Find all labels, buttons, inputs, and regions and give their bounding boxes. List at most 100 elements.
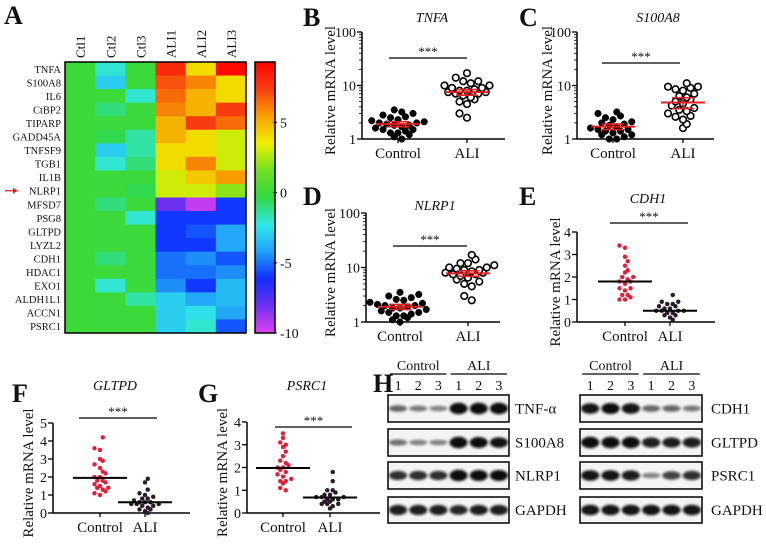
heatmap-cell: [185, 116, 217, 131]
protein-band: [409, 439, 428, 446]
significance-label: ***: [304, 413, 324, 428]
heatmap-cell: [185, 238, 217, 253]
data-point: [625, 268, 630, 273]
data-point: [92, 445, 97, 451]
data-point: [628, 118, 636, 126]
data-point: [100, 469, 105, 474]
lane-label: 3: [627, 379, 634, 394]
protein-band: [489, 402, 508, 415]
protein-band: [642, 437, 661, 448]
data-point: [620, 292, 625, 298]
heatmap-cell: [125, 305, 156, 320]
column-label: Ctl1: [73, 36, 88, 58]
protein-band: [389, 405, 408, 412]
data-point: [466, 79, 475, 88]
panel-label: A: [4, 1, 23, 30]
data-point: [388, 304, 397, 312]
data-point: [622, 245, 628, 250]
blot-frame: [579, 394, 703, 423]
data-point: [609, 116, 617, 124]
heatmap-cell: [185, 265, 217, 280]
heatmap-cell: [185, 319, 217, 334]
data-point: [676, 299, 681, 304]
heatmap-cell: [155, 305, 187, 320]
data-point: [678, 115, 688, 124]
data-point: [330, 503, 335, 509]
heatmap-cell: [95, 319, 126, 334]
y-axis-label: Relative mRNA level: [540, 26, 556, 155]
data-point: [95, 478, 100, 483]
x-tick-label: Control: [375, 146, 421, 162]
heatmap-cell: [155, 116, 187, 131]
data-point: [482, 263, 491, 272]
heatmap-cell: [65, 278, 96, 293]
heatmap-cell: [155, 197, 187, 212]
panel-label: H: [373, 369, 393, 398]
data-point: [440, 81, 449, 90]
data-point: [413, 119, 421, 127]
heatmap-cell: [125, 224, 156, 239]
protein-band: [409, 405, 428, 412]
data-point: [280, 431, 286, 436]
heatmap-cell: [185, 75, 217, 90]
data-point: [656, 304, 662, 309]
heatmap-cell: [155, 89, 187, 104]
y-tick-label: 4: [564, 226, 571, 241]
data-point: [609, 129, 617, 137]
lane-label: 3: [688, 379, 695, 394]
heatmap-cell: [65, 116, 96, 131]
data-point: [407, 310, 415, 318]
heatmap-cell: [65, 89, 96, 104]
heatmap-cell: [215, 265, 247, 280]
heatmap-cell: [65, 238, 96, 253]
heatmap-cell: [95, 305, 126, 320]
blot-frame: [579, 496, 703, 524]
protein-band: [682, 470, 701, 481]
heatmap-cell: [95, 292, 126, 307]
heatmap-cell: [215, 156, 247, 171]
panel-a: A Ctl1 Ctl2 Ctl3 ALI1 ALI2 ALI3 TNFA S100A8 IL6 Ct…: [4, 1, 299, 342]
row-label: CtBP2: [33, 105, 61, 116]
x-tick-label: ALI: [455, 146, 480, 162]
column-label: ALI3: [224, 30, 239, 58]
colorbar-tick-label: -5: [280, 257, 292, 272]
lane-label: 2: [607, 379, 614, 394]
data-point: [617, 297, 622, 302]
x-tick-label: ALI: [658, 329, 683, 345]
data-point: [605, 135, 613, 143]
significance-label: ***: [631, 49, 651, 64]
row-label: IL6: [46, 92, 61, 103]
blot-row-label: TNF-α: [515, 402, 556, 418]
data-point: [142, 492, 148, 498]
data-point: [151, 503, 156, 509]
heatmap-cell: [95, 224, 126, 239]
heatmap-cell: [125, 156, 156, 171]
y-axis-label: Relative mRNA level: [323, 208, 339, 337]
heatmap-cell: [185, 62, 217, 77]
data-point: [283, 449, 288, 454]
data-point: [97, 456, 103, 462]
row-label: HDAC1: [26, 268, 61, 279]
data-point: [322, 492, 327, 498]
data-point: [670, 301, 675, 307]
heatmap-cell: [155, 143, 187, 158]
lane-label: 3: [495, 379, 502, 394]
panel-label: C: [519, 3, 538, 32]
protein-band: [621, 504, 640, 516]
heatmap-cell: [185, 251, 217, 266]
data-point: [278, 485, 283, 491]
heatmap-cell: [185, 224, 217, 239]
heatmap-cell: [215, 224, 247, 239]
heatmap-cell: [215, 251, 247, 266]
protein-band: [601, 436, 620, 449]
data-point: [690, 89, 699, 98]
data-point: [477, 83, 487, 93]
heatmap-cell: [215, 170, 247, 185]
blot-frame: [579, 428, 703, 457]
heatmap-cell: [65, 305, 96, 320]
heatmap-cell: [155, 292, 187, 307]
data-point: [622, 254, 628, 259]
heatmap-cell: [215, 62, 247, 77]
data-point: [92, 490, 97, 496]
